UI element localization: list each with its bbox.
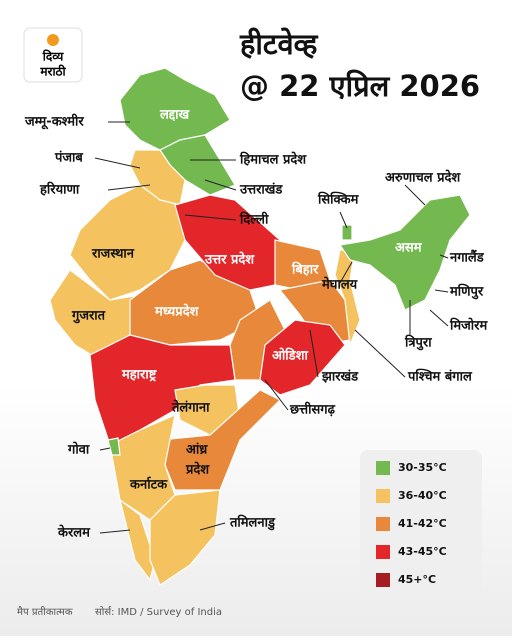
state-label: हरियाणा bbox=[39, 182, 80, 198]
title: हीटवेव्ह bbox=[239, 27, 319, 61]
state-label: आंध्र bbox=[186, 442, 208, 458]
state-label: बिहार bbox=[291, 262, 319, 278]
state-label: तेलंगाना bbox=[171, 400, 210, 416]
region bbox=[338, 194, 471, 311]
legend-swatch bbox=[376, 489, 390, 503]
legend-swatch bbox=[376, 573, 390, 587]
state-label: गुजरात bbox=[71, 309, 106, 324]
logo-text: दिव्य bbox=[42, 50, 64, 64]
state-label: महाराष्ट्र bbox=[121, 368, 158, 383]
leader-line bbox=[94, 121, 449, 534]
state-label: झारखंड bbox=[321, 369, 359, 385]
logo-text: मराठी bbox=[39, 65, 66, 79]
region bbox=[119, 67, 231, 151]
state-label: पश्चिम बंगाल bbox=[407, 369, 473, 385]
state-label: असम bbox=[395, 241, 423, 256]
legend-box bbox=[360, 450, 482, 600]
state-label: केरलम bbox=[57, 525, 91, 541]
legend-swatch bbox=[376, 545, 390, 559]
leader-lines bbox=[94, 121, 449, 534]
state-label: अरुणाचल प्रदेश bbox=[385, 170, 461, 186]
legend-label: 41-42°C bbox=[398, 517, 447, 530]
legend-label: 45+°C bbox=[398, 573, 436, 586]
state-labels: लद्दाख जम्मू-कश्मीर पंजाब हरियाणा हिमाचल… bbox=[24, 108, 488, 541]
state-label: प्रदेश bbox=[185, 462, 210, 478]
legend-label: 30-35°C bbox=[398, 461, 447, 474]
region bbox=[119, 498, 156, 582]
state-label: ओडिशा bbox=[272, 348, 308, 364]
state-label: गोवा bbox=[67, 442, 90, 458]
state-label: जम्मू-कश्मीर bbox=[24, 114, 84, 130]
legend-swatch bbox=[376, 461, 390, 475]
state-label: त्रिपुरा bbox=[404, 335, 432, 351]
legend-label: 36-40°C bbox=[398, 489, 447, 502]
state-label: सिक्किम bbox=[317, 192, 360, 208]
title: @ 22 एप्रिल 2026 bbox=[240, 69, 480, 103]
region bbox=[341, 224, 353, 241]
legend-swatch bbox=[376, 517, 390, 531]
region bbox=[107, 437, 121, 456]
state-label: मेघालय bbox=[321, 277, 358, 293]
state-label: दिल्ली bbox=[239, 212, 269, 228]
region bbox=[149, 489, 221, 586]
state-label: उत्तराखंड bbox=[239, 182, 283, 198]
state-label: पंजाब bbox=[54, 150, 83, 166]
legend-label: 43-45°C bbox=[398, 545, 447, 558]
state-label: मध्यप्रदेश bbox=[154, 304, 200, 320]
state-label: उत्तर प्रदेश bbox=[204, 252, 255, 268]
region bbox=[89, 334, 236, 446]
state-label: तमिलनाडु bbox=[229, 515, 276, 531]
state-label: राजस्थान bbox=[91, 247, 135, 262]
state-label: छत्तीसगढ़ bbox=[289, 402, 336, 418]
footer-source: सोर्स: IMD / Survey of India bbox=[95, 606, 222, 618]
state-label: हिमाचल प्रदेश bbox=[239, 152, 307, 168]
logo-sun bbox=[47, 34, 59, 46]
state-label: लद्दाख bbox=[159, 108, 190, 123]
footer-note: मैप प्रतीकात्मक bbox=[17, 606, 73, 618]
state-label: मणिपुर bbox=[449, 284, 484, 300]
state-label: मिजोरम bbox=[449, 318, 488, 334]
logo: दिव्य मराठी bbox=[23, 27, 83, 83]
region bbox=[259, 319, 346, 396]
state-label: नगालैंड bbox=[449, 250, 485, 266]
india-map bbox=[49, 67, 471, 586]
region bbox=[69, 184, 186, 301]
legend: 30-35°C 36-40°C 41-42°C 43-45°C 45+°C bbox=[376, 461, 447, 587]
logo-box bbox=[23, 27, 83, 83]
state-label: कर्नाटक bbox=[129, 477, 168, 493]
